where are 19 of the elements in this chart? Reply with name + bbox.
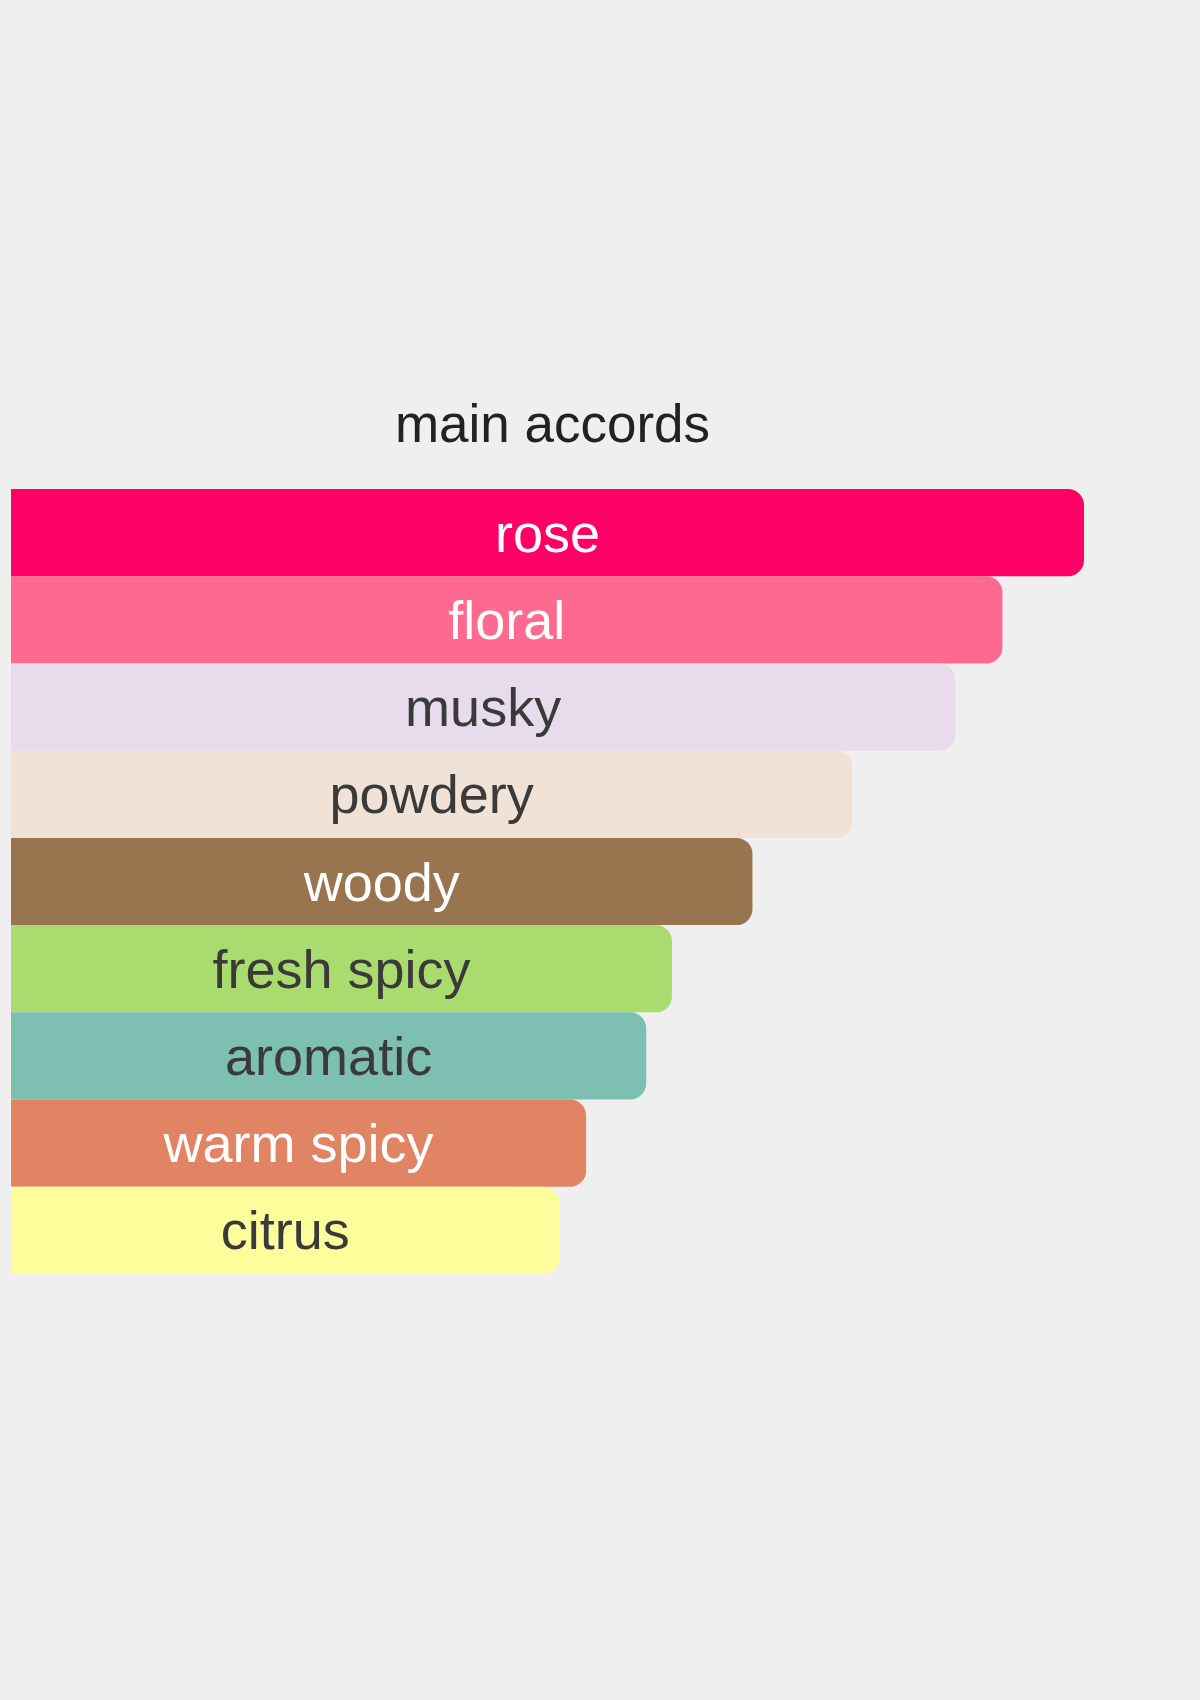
chart-title: main accords (394, 394, 711, 453)
bar (11, 489, 1084, 577)
y-tick-label: powdery (329, 764, 534, 825)
y-tick-label: woody (302, 851, 460, 912)
y-tick-label: floral (448, 589, 566, 650)
bar (11, 1186, 560, 1274)
bar (11, 837, 753, 926)
y-tick-label: fresh spicy (212, 938, 471, 999)
bar (11, 576, 1003, 664)
y-tick-label: warm spicy (162, 1113, 434, 1174)
y-tick-label: citrus (220, 1200, 350, 1261)
y-tick-label: aromatic (225, 1025, 433, 1086)
y-tick-label: musky (405, 677, 562, 738)
bar (11, 663, 956, 751)
bar (11, 1099, 587, 1187)
bar (11, 750, 853, 838)
y-tick-label: rose (494, 502, 601, 563)
bar (11, 1012, 647, 1100)
bar (11, 925, 672, 1013)
